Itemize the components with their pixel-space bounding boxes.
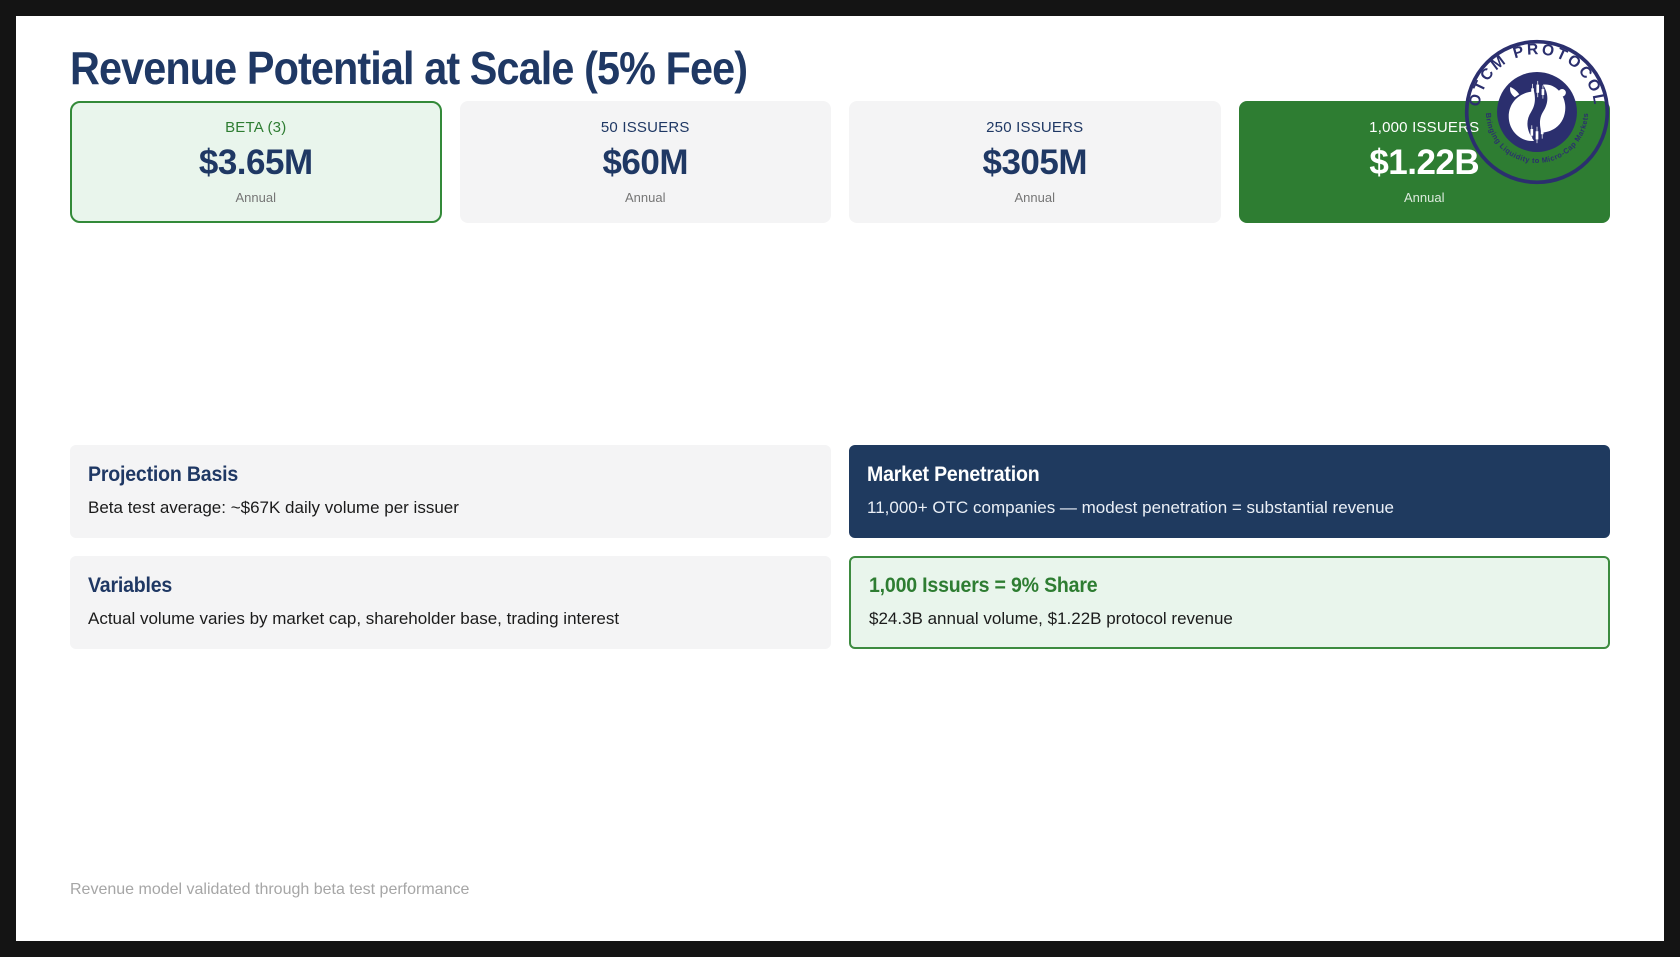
stat-card-label: 1,000 ISSUERS xyxy=(1369,119,1480,137)
info-box-body: $24.3B annual volume, $1.22B protocol re… xyxy=(869,609,1233,629)
seal-icon: OTCM PROTOCOL Bringing Liquidity to Micr… xyxy=(1464,39,1610,185)
info-box-heading: Projection Basis xyxy=(88,463,239,487)
info-box-body: 11,000+ OTC companies — modest penetrati… xyxy=(867,498,1394,518)
bull-icon xyxy=(1508,86,1535,142)
otcm-protocol-logo: OTCM PROTOCOL Bringing Liquidity to Micr… xyxy=(1463,38,1611,186)
info-box-heading: Market Penetration xyxy=(867,463,1040,487)
stat-card-value: $3.65M xyxy=(198,143,313,183)
stat-cards-row: BETA (3) $3.65M Annual 50 ISSUERS $60M A… xyxy=(70,101,1610,224)
info-box-1000-issuers-share: 1,000 Issuers = 9% Share $24.3B annual v… xyxy=(849,556,1610,650)
slide: Revenue Potential at Scale (5% Fee) OTCM… xyxy=(16,16,1664,941)
candlestick-icon-bottom xyxy=(1530,125,1544,144)
stat-card-250-issuers: 250 ISSUERS $305M Annual xyxy=(849,101,1221,224)
slide-frame: Revenue Potential at Scale (5% Fee) OTCM… xyxy=(16,16,1664,941)
info-box-body: Actual volume varies by market cap, shar… xyxy=(88,609,620,629)
stat-card-sublabel: Annual xyxy=(625,190,666,206)
info-box-heading: Variables xyxy=(88,574,173,598)
stat-card-sublabel: Annual xyxy=(235,190,276,206)
info-box-body: Beta test average: ~$67K daily volume pe… xyxy=(88,498,459,518)
stat-card-label: BETA (3) xyxy=(225,119,287,137)
stat-card-label: 50 ISSUERS xyxy=(600,119,690,137)
page-title: Revenue Potential at Scale (5% Fee) xyxy=(70,42,748,94)
stat-card-beta: BETA (3) $3.65M Annual xyxy=(70,101,442,224)
info-box-projection-basis: Projection Basis Beta test average: ~$67… xyxy=(70,445,831,539)
candlestick-icon-top xyxy=(1531,80,1545,99)
bear-icon xyxy=(1539,84,1566,133)
stat-card-50-issuers: 50 ISSUERS $60M Annual xyxy=(459,101,831,224)
stat-card-label: 250 ISSUERS xyxy=(986,119,1084,137)
stat-card-sublabel: Annual xyxy=(1014,190,1055,206)
info-box-market-penetration: Market Penetration 11,000+ OTC companies… xyxy=(849,445,1610,539)
info-boxes-grid: Projection Basis Beta test average: ~$67… xyxy=(70,445,1610,650)
stat-card-sublabel: Annual xyxy=(1404,190,1445,206)
stat-card-value: $1.22B xyxy=(1369,143,1480,183)
info-box-heading: 1,000 Issuers = 9% Share xyxy=(869,574,1098,598)
stat-card-value: $60M xyxy=(602,143,689,183)
info-box-variables: Variables Actual volume varies by market… xyxy=(70,556,831,650)
footer-note: Revenue model validated through beta tes… xyxy=(70,881,470,898)
stat-card-value: $305M xyxy=(982,143,1088,183)
